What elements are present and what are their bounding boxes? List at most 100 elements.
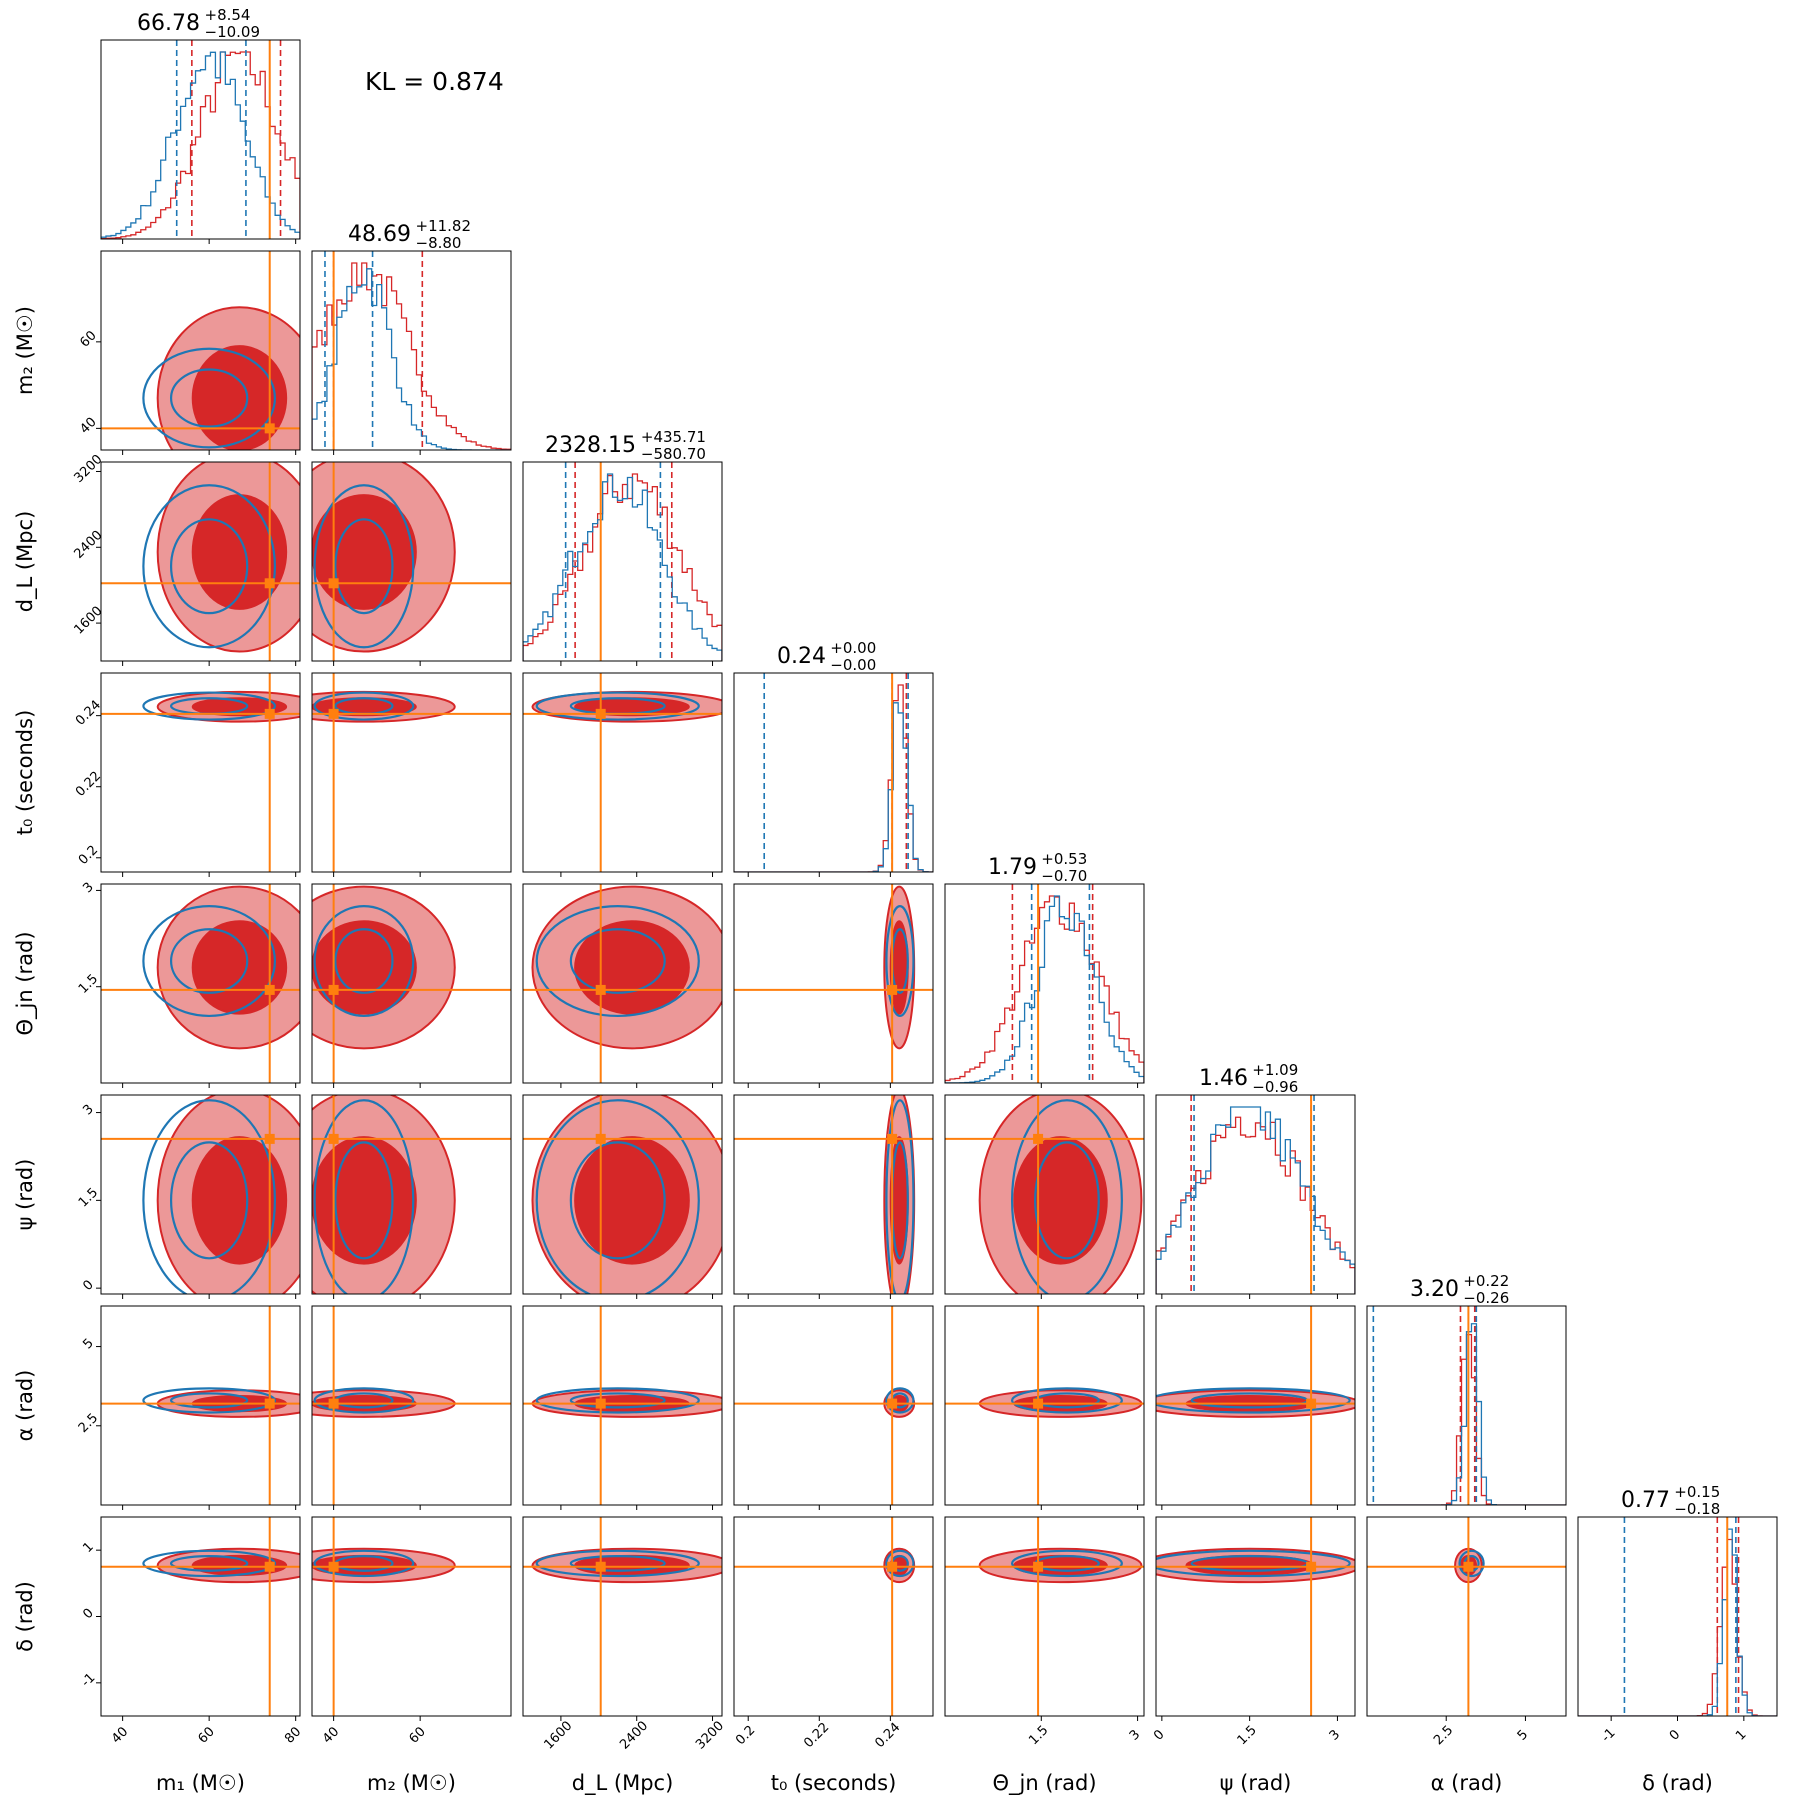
title-value-t0: 0.24 bbox=[777, 644, 826, 669]
contour-blue-m2-psi-0 bbox=[313, 1099, 415, 1294]
panel-frame-1-3 bbox=[311, 672, 512, 873]
contour-blue-m1-psi-0 bbox=[142, 1099, 276, 1294]
title-plus-alpha: +0.22 bbox=[1463, 1272, 1509, 1290]
truth-marker-m1-dL bbox=[264, 578, 275, 589]
panel-frame-7-7 bbox=[1577, 1516, 1778, 1717]
title-dL: 2328.15 bbox=[545, 433, 636, 458]
y-tick-label-dL: 2400 bbox=[72, 528, 106, 562]
truth-marker-psi-delta bbox=[1306, 1561, 1317, 1572]
y-tick-label-thetajn: 3 bbox=[80, 880, 96, 896]
panel-frame-4-7 bbox=[944, 1516, 1145, 1717]
truth-marker-alpha-delta bbox=[1463, 1561, 1474, 1572]
panel-frame-2-4 bbox=[522, 883, 723, 1084]
panel-frame-4-4 bbox=[944, 883, 1145, 1084]
contour-blue-psi-delta-0 bbox=[1156, 1549, 1351, 1578]
truth-marker-thetajn-delta bbox=[1033, 1561, 1044, 1572]
y-tick-label-psi: 0 bbox=[80, 1277, 96, 1293]
y-tick-label-m2: 40 bbox=[77, 415, 99, 437]
histogram-blue-m2 bbox=[312, 268, 511, 450]
truth-marker-dL-psi bbox=[595, 1133, 606, 1144]
histogram-blue-delta bbox=[1578, 1528, 1777, 1716]
y-axis-label-alpha: α (rad) bbox=[13, 1370, 37, 1442]
truth-marker-dL-thetajn bbox=[595, 984, 606, 995]
contour-blue-dL-psi-1 bbox=[569, 1141, 666, 1260]
x-tick-label-dL: 3200 bbox=[693, 1719, 727, 1753]
histogram-blue-dL bbox=[523, 473, 722, 661]
truth-marker-t0-delta bbox=[887, 1561, 898, 1572]
contour-blue-dL-thetajn-1 bbox=[569, 928, 666, 994]
truth-marker-m2-psi bbox=[328, 1133, 339, 1144]
x-axis-label-thetajn: Θ_jn (rad) bbox=[992, 1771, 1096, 1796]
panel-frame-5-6 bbox=[1155, 1305, 1356, 1506]
y-tick-label-delta: 0 bbox=[80, 1606, 96, 1622]
panel-frame-6-7 bbox=[1366, 1516, 1567, 1717]
contour-blue-t0-thetajn-0 bbox=[885, 905, 915, 1018]
contour-blue-m1-thetajn-1 bbox=[169, 928, 249, 994]
y-axis-label-t0: t₀ (seconds) bbox=[13, 710, 37, 836]
title-t0: 0.24 bbox=[777, 644, 826, 669]
truth-marker-m1-thetajn bbox=[264, 984, 275, 995]
truth-marker-m2-thetajn bbox=[328, 984, 339, 995]
title-minus-m1: −10.09 bbox=[205, 23, 261, 41]
y-tick-label-t0: 0.22 bbox=[73, 769, 104, 800]
histogram-blue-m1 bbox=[101, 51, 300, 239]
contour-blue-thetajn-psi-0 bbox=[1010, 1099, 1123, 1294]
x-tick-label-m1: 80 bbox=[282, 1724, 304, 1746]
histogram-blue-thetajn bbox=[945, 895, 1144, 1083]
title-plus-thetajn: +0.53 bbox=[1041, 850, 1087, 868]
title-value-m1: 66.78 bbox=[137, 11, 200, 36]
panel-frame-3-3 bbox=[733, 672, 934, 873]
contour-blue-m2-thetajn-1 bbox=[334, 928, 394, 994]
title-minus-thetajn: −0.70 bbox=[1041, 867, 1087, 885]
truth-marker-t0-alpha bbox=[887, 1398, 898, 1409]
panel-frame-5-7 bbox=[1155, 1516, 1356, 1717]
contour-blue-m1-delta-1 bbox=[169, 1555, 249, 1572]
y-tick-label-psi: 3 bbox=[80, 1102, 96, 1118]
truth-marker-m1-m2 bbox=[264, 423, 275, 434]
histogram-blue-alpha bbox=[1367, 1323, 1566, 1505]
frame-layer bbox=[96, 39, 1778, 1721]
contour-blue-m1-thetajn-0 bbox=[142, 905, 277, 1018]
contour-blue-psi-alpha-0 bbox=[1156, 1387, 1351, 1414]
panel-frame-0-0 bbox=[100, 39, 301, 240]
x-tick-label-m1: 40 bbox=[109, 1724, 131, 1746]
title-minus-m2: −8.80 bbox=[416, 234, 462, 252]
title-plus-psi: +1.09 bbox=[1252, 1061, 1298, 1079]
truth-marker-dL-delta bbox=[595, 1561, 606, 1572]
contour-blue-t0-delta-0 bbox=[885, 1549, 915, 1578]
x-tick-label-thetajn: 3 bbox=[1127, 1727, 1143, 1743]
x-tick-label-alpha: 2.5 bbox=[1431, 1723, 1456, 1748]
contour-blue-dL-t0-0 bbox=[535, 691, 700, 721]
kl-annotation: KL = 0.874 bbox=[365, 67, 504, 96]
truth-marker-m1-alpha bbox=[264, 1398, 275, 1409]
contour-blue-dL-psi-0 bbox=[535, 1099, 700, 1294]
contour-blue-m1-t0-0 bbox=[142, 691, 277, 721]
title-value-psi: 1.46 bbox=[1199, 1066, 1248, 1091]
title-plus-t0: +0.00 bbox=[830, 639, 876, 657]
panel-frame-2-5 bbox=[522, 1094, 723, 1295]
truth-marker-t0-thetajn bbox=[887, 984, 898, 995]
panel-frame-0-6 bbox=[100, 1305, 301, 1506]
y-tick-label-delta: -1 bbox=[79, 1670, 99, 1690]
panel-frame-3-5 bbox=[733, 1094, 934, 1295]
truth-marker-t0-psi bbox=[887, 1133, 898, 1144]
x-tick-label-alpha: 5 bbox=[1515, 1727, 1531, 1743]
line-layer bbox=[101, 40, 1777, 1716]
y-tick-label-dL: 1600 bbox=[72, 604, 106, 638]
x-tick-label-psi: 1.5 bbox=[1235, 1723, 1260, 1748]
contour-blue-m2-dL-1 bbox=[334, 518, 394, 615]
title-delta: 0.77 bbox=[1621, 1488, 1670, 1513]
contour-blue-m1-psi-1 bbox=[169, 1141, 249, 1260]
panel-frame-3-6 bbox=[733, 1305, 934, 1506]
contour-red-m2-psi-1 bbox=[312, 1136, 417, 1265]
title-plus-dL: +435.71 bbox=[641, 428, 706, 446]
contour-blue-thetajn-delta-0 bbox=[1010, 1549, 1123, 1578]
contour-blue-thetajn-alpha-0 bbox=[1010, 1387, 1123, 1414]
truth-marker-psi-alpha bbox=[1306, 1398, 1317, 1409]
panel-frame-0-3 bbox=[100, 672, 301, 873]
title-value-dL: 2328.15 bbox=[545, 433, 636, 458]
x-tick-label-m2: 40 bbox=[320, 1724, 342, 1746]
contour-blue-m2-delta-0 bbox=[313, 1549, 415, 1578]
contour-red-m1-t0-1 bbox=[191, 697, 288, 717]
truth-marker-thetajn-alpha bbox=[1033, 1398, 1044, 1409]
